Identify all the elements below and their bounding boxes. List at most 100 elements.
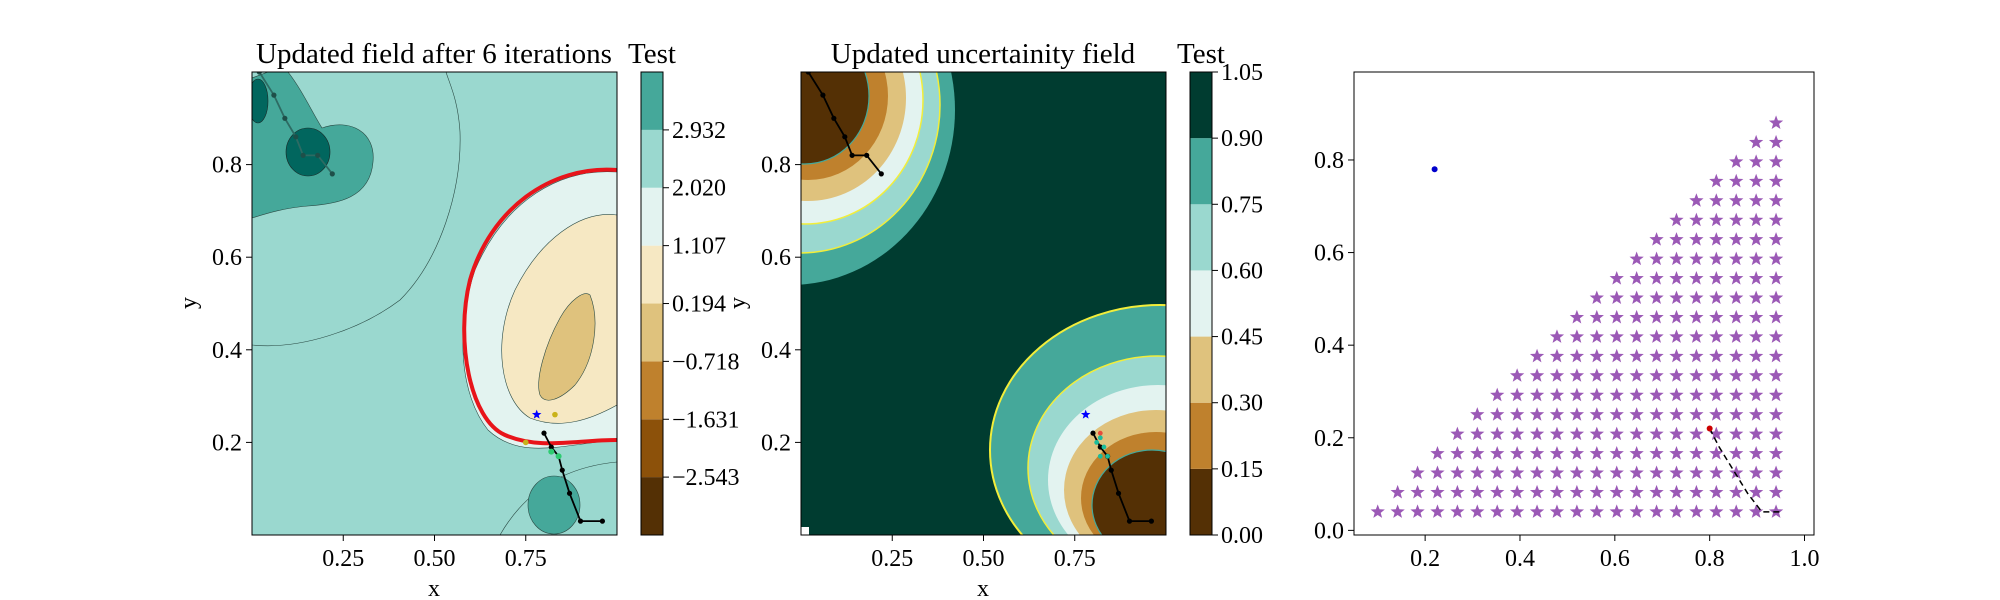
candidate-star [1709, 271, 1724, 285]
candidate-star [1510, 426, 1525, 441]
candidate-star [1669, 426, 1684, 441]
candidate-star [1490, 446, 1505, 460]
candidate-star [1649, 368, 1664, 382]
colorbar-field: −2.543 −1.631 −0.718 0.194 1.107 2.020 2.932 [640, 71, 740, 536]
colorbar-segment [641, 129, 663, 188]
candidate-star [1749, 173, 1764, 188]
candidate-point [548, 448, 555, 455]
colorbar-segment [1190, 138, 1212, 205]
candidate-star [1709, 426, 1724, 441]
candidate-star [1749, 348, 1764, 363]
candidate-star [1669, 309, 1684, 324]
candidate-star [1390, 504, 1405, 518]
candidate-star [1430, 465, 1445, 480]
candidate-star [1669, 387, 1684, 402]
candidate-star [1689, 387, 1704, 402]
candidate-point [1094, 440, 1100, 445]
candidate-star [1768, 387, 1784, 402]
selected-point-star [531, 409, 542, 419]
candidate-star [1569, 348, 1585, 363]
candidate-star [1629, 309, 1644, 324]
candidate-star [1529, 484, 1545, 499]
candidate-star [1669, 446, 1684, 460]
candidate-point [1097, 430, 1103, 436]
path-point [329, 171, 335, 177]
candidate-star [1450, 446, 1465, 460]
candidate-star [1470, 484, 1485, 499]
candidate-star [1529, 348, 1545, 363]
colorbar-title: Test [1177, 38, 1225, 70]
path-point [315, 152, 321, 158]
candidate-star [1729, 154, 1744, 168]
x-tick-label: 0.8 [1695, 546, 1725, 572]
path-point [559, 467, 565, 473]
path-point [271, 92, 277, 98]
candidate-star [1510, 504, 1525, 518]
y-tick-label: 0.2 [1314, 426, 1344, 452]
colorbar-tick-label: 0.00 [1221, 523, 1263, 549]
candidate-star [1549, 446, 1565, 460]
candidate-star [1729, 212, 1744, 227]
candidate-star [1450, 465, 1465, 480]
grid-overlay [1431, 166, 1781, 513]
field-zero-contour [462, 167, 617, 446]
candidate-star [1749, 387, 1764, 402]
candidate-star [1669, 251, 1684, 266]
candidate-star [1609, 329, 1624, 343]
path-point [878, 171, 884, 177]
candidate-star [1709, 309, 1724, 324]
candidate-star [1609, 484, 1624, 499]
selected-point-star [1080, 409, 1091, 419]
y-ticks: 0.0 0.2 0.4 0.6 0.8 [1314, 148, 1354, 544]
candidate-star [1749, 484, 1764, 499]
candidate-star [1629, 387, 1644, 402]
candidate-star [1729, 484, 1744, 499]
colorbar-segment [1190, 72, 1212, 139]
candidate-star [1729, 329, 1744, 343]
candidate-star [1729, 173, 1744, 188]
candidate-star [1490, 387, 1505, 402]
y-tick-label: 0.4 [761, 338, 791, 364]
candidate-star [1729, 446, 1744, 460]
candidate-star [1768, 154, 1784, 168]
y-tick-label: 0.2 [212, 430, 242, 456]
candidate-star [1768, 368, 1784, 382]
path-point [293, 134, 299, 140]
colorbar-segment [641, 303, 663, 362]
candidate-star [1529, 446, 1545, 460]
path-point [805, 72, 811, 75]
candidate-star [1768, 407, 1784, 421]
candidate-star [1729, 232, 1744, 246]
candidate-star [1709, 329, 1724, 343]
y-tick-label: 0.6 [212, 245, 242, 271]
candidate-star [1629, 368, 1644, 382]
candidate-star [1689, 504, 1704, 518]
colorbar-segment [641, 419, 663, 478]
candidate-star [1629, 348, 1644, 363]
x-ticks: 0.2 0.4 0.6 0.8 1.0 [1410, 535, 1820, 572]
y-tick-label: 0.8 [1314, 148, 1344, 174]
panel-uncertainty-field: Updated uncertainity field x y 0.25 0.50 0… [725, 38, 1263, 600]
candidate-star [1689, 309, 1704, 324]
candidate-star [1649, 426, 1664, 441]
panel-title: Updated uncertainity field [831, 38, 1136, 70]
candidate-star [1749, 271, 1764, 285]
candidate-star [1689, 232, 1704, 246]
x-tick-label: 0.25 [322, 546, 364, 572]
path-point [1148, 518, 1154, 524]
candidate-star [1609, 407, 1624, 421]
candidate-star [1569, 504, 1585, 518]
candidate-star [1709, 446, 1724, 460]
candidate-star [1510, 387, 1525, 402]
candidate-star [1729, 290, 1744, 305]
panel-updated-field: Updated field after 6 iterations x y 0.2… [176, 38, 740, 600]
colorbar-segment [1190, 402, 1212, 469]
candidate-star [1629, 251, 1644, 266]
candidate-star [1689, 484, 1704, 499]
candidate-star [1629, 504, 1644, 518]
candidate-star [1510, 368, 1525, 382]
candidate-star [1589, 368, 1604, 382]
field-contour-lower-peak [527, 475, 581, 535]
candidate-star [1709, 173, 1724, 188]
